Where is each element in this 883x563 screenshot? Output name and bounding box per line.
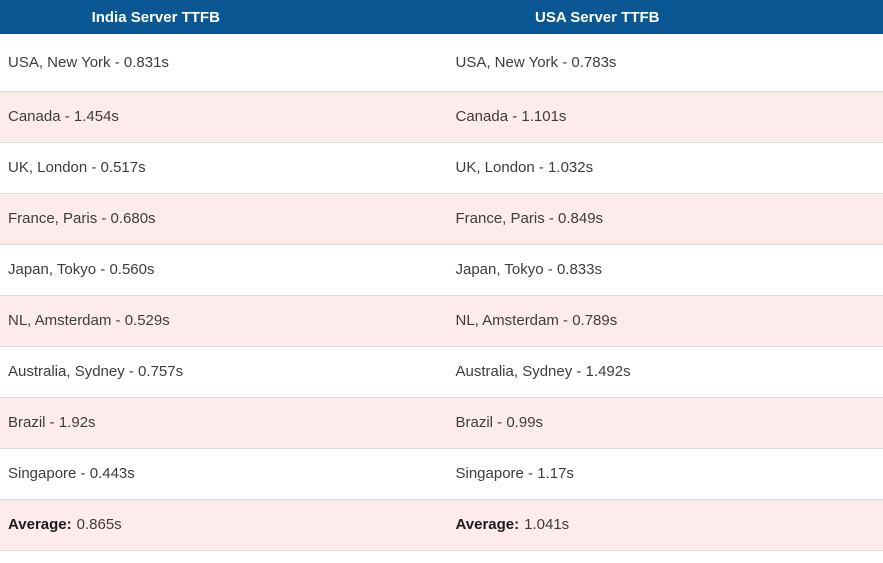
usa-ttfb-cell: USA, New York - 0.783s <box>441 34 883 92</box>
india-ttfb-cell: Singapore - 0.443s <box>0 448 442 500</box>
usa-ttfb-cell: Brazil - 0.99s <box>441 397 883 449</box>
table-header: India Server TTFB USA Server TTFB <box>0 0 883 34</box>
india-ttfb-cell: NL, Amsterdam - 0.529s <box>0 295 442 347</box>
india-ttfb-cell: UK, London - 0.517s <box>0 142 442 194</box>
column-header-india-server: India Server TTFB <box>0 0 442 34</box>
table-row: UK, London - 0.517s UK, London - 1.032s <box>0 142 883 194</box>
average-row: Average: 0.865s Average: 1.041s <box>0 499 883 551</box>
usa-average-cell: Average: 1.041s <box>441 499 883 551</box>
usa-ttfb-cell: UK, London - 1.032s <box>441 142 883 194</box>
table-row: USA, New York - 0.831s USA, New York - 0… <box>0 34 883 92</box>
average-value-usa: 1.041s <box>524 516 570 533</box>
india-average-cell: Average: 0.865s <box>0 499 442 551</box>
india-ttfb-cell: Japan, Tokyo - 0.560s <box>0 244 442 296</box>
column-header-usa-server: USA Server TTFB <box>441 0 883 34</box>
usa-ttfb-cell: Japan, Tokyo - 0.833s <box>441 244 883 296</box>
india-ttfb-cell: Australia, Sydney - 0.757s <box>0 346 442 398</box>
table-body: USA, New York - 0.831s USA, New York - 0… <box>0 34 883 551</box>
average-label: Average: <box>455 516 520 533</box>
usa-ttfb-cell: Singapore - 1.17s <box>441 448 883 500</box>
india-ttfb-cell: USA, New York - 0.831s <box>0 34 442 92</box>
usa-ttfb-cell: Canada - 1.101s <box>441 91 883 143</box>
table-row: Australia, Sydney - 0.757s Australia, Sy… <box>0 346 883 398</box>
table-row: Singapore - 0.443s Singapore - 1.17s <box>0 448 883 500</box>
ttfb-comparison-table: India Server TTFB USA Server TTFB USA, N… <box>0 0 883 551</box>
table-row: France, Paris - 0.680s France, Paris - 0… <box>0 193 883 245</box>
india-ttfb-cell: Brazil - 1.92s <box>0 397 442 449</box>
table-row: Canada - 1.454s Canada - 1.101s <box>0 91 883 143</box>
india-ttfb-cell: Canada - 1.454s <box>0 91 442 143</box>
average-label: Average: <box>8 516 72 533</box>
average-value-india: 0.865s <box>76 516 122 533</box>
usa-ttfb-cell: NL, Amsterdam - 0.789s <box>441 295 883 347</box>
table-row: NL, Amsterdam - 0.529s NL, Amsterdam - 0… <box>0 295 883 347</box>
india-ttfb-cell: France, Paris - 0.680s <box>0 193 442 245</box>
usa-ttfb-cell: France, Paris - 0.849s <box>441 193 883 245</box>
table-row: Japan, Tokyo - 0.560s Japan, Tokyo - 0.8… <box>0 244 883 296</box>
header-row: India Server TTFB USA Server TTFB <box>0 0 883 34</box>
table-row: Brazil - 1.92s Brazil - 0.99s <box>0 397 883 449</box>
usa-ttfb-cell: Australia, Sydney - 1.492s <box>441 346 883 398</box>
